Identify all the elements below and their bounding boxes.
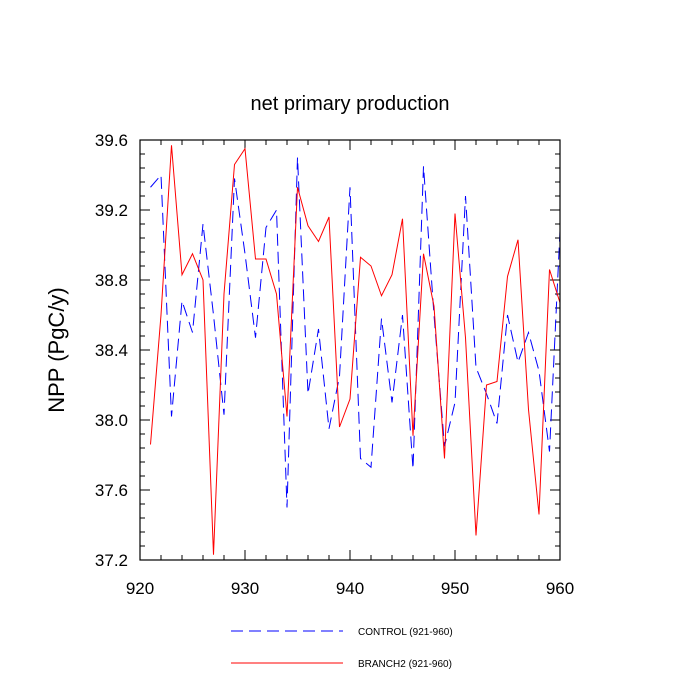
chart-title: net primary production [251, 93, 450, 115]
legend: CONTROL (921-960) BRANCH2 (921-960) [231, 627, 453, 670]
y-tick-label: 38.0 [95, 411, 128, 430]
legend-label: CONTROL (921-960) [358, 627, 453, 638]
x-tick-label: 940 [336, 579, 364, 598]
plot-frame [139, 139, 561, 561]
x-tick-label: 930 [231, 579, 259, 598]
y-axis-label: NPP (PgC/y) [44, 287, 69, 413]
axis-ticks: 920 930 940 950 960 37.2 37.6 38.0 38.4 38.8 39.2 3… [95, 131, 574, 598]
legend-label: BRANCH2 (921-960) [358, 659, 452, 670]
y-tick-label: 38.8 [95, 271, 128, 290]
y-tick-label: 37.6 [95, 481, 128, 500]
x-tick-label: 950 [441, 579, 469, 598]
y-tick-label: 39.2 [95, 201, 128, 220]
y-tick-label: 37.2 [95, 551, 128, 570]
y-tick-label: 39.6 [95, 131, 128, 150]
x-tick-label: 960 [546, 579, 574, 598]
y-tick-label: 38.4 [95, 341, 128, 360]
branch2-series-line [150, 145, 561, 555]
series-lines [150, 145, 561, 555]
x-tick-label: 920 [126, 579, 154, 598]
